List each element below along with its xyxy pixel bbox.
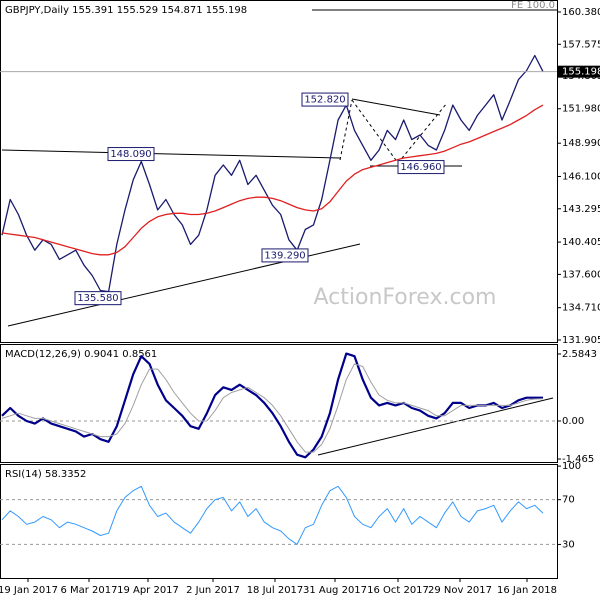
y-tick-label: 151.980	[562, 104, 600, 115]
annotation-box	[261, 248, 309, 263]
y-tick-label: 2.5843	[562, 349, 597, 360]
x-tick-label: 16 Jan 2018	[497, 585, 557, 596]
x-tick-label: 19 Apr 2017	[117, 585, 179, 596]
x-tick-label: 6 Mar 2017	[60, 585, 117, 596]
y-tick-label: 146.100	[562, 171, 600, 182]
y-tick-label: 157.575	[562, 39, 600, 50]
x-tick-label: 31 Aug 2017	[303, 585, 367, 596]
x-tick-label: 16 Oct 2017	[367, 585, 429, 596]
annotation-label: 146.960	[400, 162, 441, 173]
annotation-box	[397, 160, 445, 175]
y-tick-label: 0.00	[562, 416, 584, 427]
last-price-label: 155.198	[562, 67, 600, 78]
rsi-panel	[0, 464, 558, 579]
y-tick-label: 70	[562, 495, 575, 506]
y-tick-label: 100	[562, 461, 581, 472]
x-tick-label: 19 Jan 2017	[0, 585, 58, 596]
series-line	[1, 54, 544, 293]
trendline	[317, 397, 554, 456]
annotation-box	[301, 92, 349, 107]
y-tick-label: 148.990	[562, 138, 600, 149]
series-line	[1, 485, 544, 545]
macd-title: MACD(12,26,9) 0.9041 0.8561	[5, 349, 157, 360]
rsi-title: RSI(14) 58.3352	[5, 469, 86, 480]
macd-panel	[0, 344, 558, 463]
x-tick-label: 18 Jul 2017	[247, 585, 304, 596]
price-panel	[0, 0, 558, 343]
fe-label: FE 100.0	[511, 0, 555, 11]
x-tick-label: 2 Jun 2017	[186, 585, 240, 596]
y-tick-label: 131.905	[562, 335, 600, 346]
projection	[397, 102, 448, 164]
annotation-box	[107, 147, 155, 162]
annotation-box	[74, 291, 122, 306]
projection	[351, 99, 399, 164]
y-tick-label: -1.465	[562, 454, 594, 465]
y-tick-label: 140.405	[562, 237, 600, 248]
x-tick-label: 29 Nov 2017	[428, 585, 492, 596]
trendline	[351, 98, 441, 116]
annotation-label: 152.820	[304, 95, 345, 106]
y-tick-label: 143.295	[562, 204, 600, 215]
y-tick-label: 30	[562, 539, 575, 550]
trendline	[1, 149, 341, 159]
annotation-label: 148.090	[110, 149, 151, 160]
watermark: ActionForex.com	[314, 285, 497, 310]
series-line	[1, 363, 544, 453]
annotation-label: 135.580	[77, 293, 118, 304]
y-tick-label: 160.380	[562, 7, 600, 18]
last-price-box	[558, 65, 600, 78]
annotation-label: 139.290	[264, 250, 305, 261]
y-tick-label: 137.600	[562, 269, 600, 280]
projection	[339, 99, 353, 161]
chart-title: GBPJPY,Daily 155.391 155.529 154.871 155…	[5, 5, 247, 16]
y-tick-label: 134.710	[562, 303, 600, 314]
series-line	[1, 104, 544, 256]
